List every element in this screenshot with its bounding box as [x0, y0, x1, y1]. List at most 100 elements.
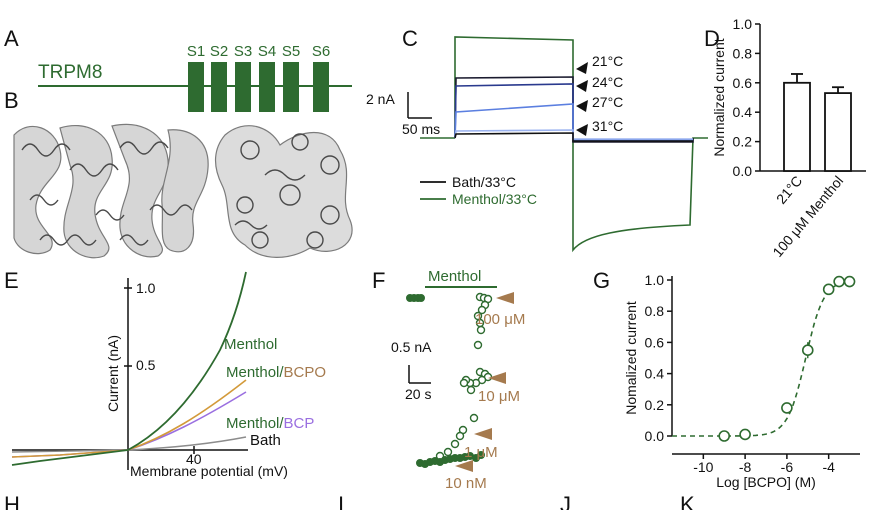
panel-c-scale-current: 2 nA	[366, 91, 395, 107]
panel-d-ytick-label: 0.0	[733, 163, 753, 179]
panel-d-ytick-label: 1.0	[733, 16, 753, 32]
trpm8-label: TRPM8	[38, 62, 102, 83]
panel-g-xtick-label: -4	[822, 459, 835, 475]
panel-g-point	[718, 430, 731, 442]
panel-f-point	[455, 431, 465, 441]
panel-f-scale-time: 20 s	[405, 386, 431, 402]
panel-c-temp-arrows	[576, 62, 588, 136]
panel-e-ylabel: Current (nA)	[105, 335, 121, 412]
panel-letter-i: I	[338, 492, 344, 510]
panel-g-fit-curve	[672, 280, 852, 437]
conc-10nm: 10 nM	[445, 475, 487, 492]
panel-e-iv-chart: 40 0.5 1.0 Membrane potential (mV) Curre…	[11, 271, 326, 479]
panel-f-point	[417, 294, 425, 302]
panel-g-xlabel: Log [BCPO] (M)	[716, 474, 816, 490]
panel-b-structure-side	[13, 123, 209, 259]
panel-e-ytick-05: 0.5	[136, 357, 156, 373]
legend-bath: Bath/33°C	[452, 174, 516, 190]
segment-s1	[188, 62, 204, 112]
segment-s6	[313, 62, 329, 112]
panel-g-ytick-label: 0.4	[645, 366, 665, 382]
series-menthol	[11, 271, 247, 466]
panel-g-xtick-label: -8	[739, 459, 752, 475]
temp-label-27: 27°C	[592, 94, 623, 110]
panel-g-ytick-label: 0.2	[645, 397, 665, 413]
panel-c-traces	[420, 36, 708, 253]
panel-g-point	[833, 275, 845, 288]
conc-100um: 100 μM	[475, 311, 525, 328]
panel-f-point	[466, 385, 476, 395]
panel-g-ytick-label: 1.0	[645, 272, 665, 288]
panel-g-point	[801, 344, 814, 357]
panel-letter-d: D	[704, 26, 720, 51]
panel-letter-j: J	[560, 492, 571, 510]
segment-label-s6: S6	[312, 43, 330, 60]
conc-10um: 10 μM	[478, 388, 520, 405]
panel-c-legend: Bath/33°C Menthol/33°C	[420, 174, 537, 207]
panel-f-scale-current: 0.5 nA	[391, 339, 432, 355]
conc-1um: 1 μM	[464, 444, 498, 461]
panel-a-topology: TRPM8 S1 S2 S3 S4 S5 S6	[38, 43, 352, 112]
panel-letter-k: K	[680, 492, 695, 510]
panel-d-ytick-label: 0.6	[733, 75, 753, 91]
panel-d-ytick-label: 0.4	[733, 104, 753, 120]
panel-g-point	[843, 275, 856, 288]
segment-label-s4: S4	[258, 43, 276, 60]
panel-letter-f: F	[372, 268, 385, 293]
panel-f-point	[469, 413, 479, 423]
panel-f-point	[450, 439, 460, 449]
panel-g-xtick-label: -10	[693, 459, 713, 475]
panel-f-point	[477, 305, 487, 315]
panel-f-timecourse: Menthol 0.5 nA 20 s 100 μM 10 μM 1 μM 10…	[391, 268, 525, 492]
panel-g-dose-response: 0.0 0.2 0.4 0.6 0.8 1.0 -10 -8 -6 -4 Log [BCPO] (M…	[623, 272, 860, 490]
panel-f-point	[476, 325, 486, 335]
panel-b-ribbon-lines-top	[234, 133, 340, 249]
panel-f-point	[443, 447, 453, 457]
segment-label-s5: S5	[282, 43, 300, 60]
panel-d-category-label: 21°C	[773, 173, 805, 207]
panel-f-point	[477, 451, 485, 459]
segment-s4	[259, 62, 275, 112]
panel-d-ytick-label: 0.8	[733, 45, 753, 61]
panel-g-point	[822, 283, 835, 296]
panel-d-bar-chart: 0.0 0.2 0.4 0.6 0.8 1.0 Normalized current 21°C…	[711, 16, 866, 260]
segment-s3	[235, 62, 251, 112]
panel-e-xtick-40: 40	[186, 451, 202, 467]
panel-f-point	[473, 340, 483, 350]
panel-g-ytick-label: 0.8	[645, 303, 665, 319]
label-menthol: Menthol	[224, 336, 277, 353]
series-menthol-bcpo	[11, 379, 247, 458]
label-menthol-bcp: Menthol/BCP	[226, 415, 314, 432]
temp-label-24: 24°C	[592, 74, 623, 90]
panel-letter-c: C	[402, 26, 418, 51]
segment-label-s2: S2	[210, 43, 228, 60]
panel-g-xtick-label: -6	[781, 459, 794, 475]
panel-g-point	[781, 402, 793, 414]
panel-f-point	[459, 378, 469, 388]
series-bath	[11, 436, 247, 453]
panel-letter-b: B	[4, 88, 19, 113]
panel-d-ylabel: Normalized current	[711, 38, 727, 156]
panel-g-ytick-label: 0.0	[645, 428, 665, 444]
panel-e-ytick-10: 1.0	[136, 280, 156, 296]
panel-g-ytick-label: 0.6	[645, 334, 665, 350]
legend-menthol: Menthol/33°C	[452, 191, 537, 207]
panel-letter-h: H	[4, 492, 20, 510]
panel-letter-a: A	[4, 26, 19, 51]
panel-d-bar	[783, 81, 811, 172]
series-menthol-bcp	[11, 391, 247, 458]
segment-s5	[283, 62, 299, 112]
segment-label-s3: S3	[234, 43, 252, 60]
panel-c-scalebar	[407, 92, 432, 119]
segment-s2	[211, 62, 227, 112]
panel-g-ylabel: Nomalized current	[623, 301, 639, 415]
panel-e-xlabel: Membrane potential (mV)	[130, 463, 288, 479]
panel-letter-g: G	[593, 268, 610, 293]
panel-f-arrows	[455, 292, 514, 472]
temp-label-21: 21°C	[592, 53, 623, 69]
label-bath: Bath	[250, 432, 281, 449]
panel-b-ribbon-lines-side	[21, 141, 193, 246]
panel-f-menthol-bar: Menthol	[428, 268, 481, 285]
label-menthol-bcpo: Menthol/BCPO	[226, 364, 326, 381]
